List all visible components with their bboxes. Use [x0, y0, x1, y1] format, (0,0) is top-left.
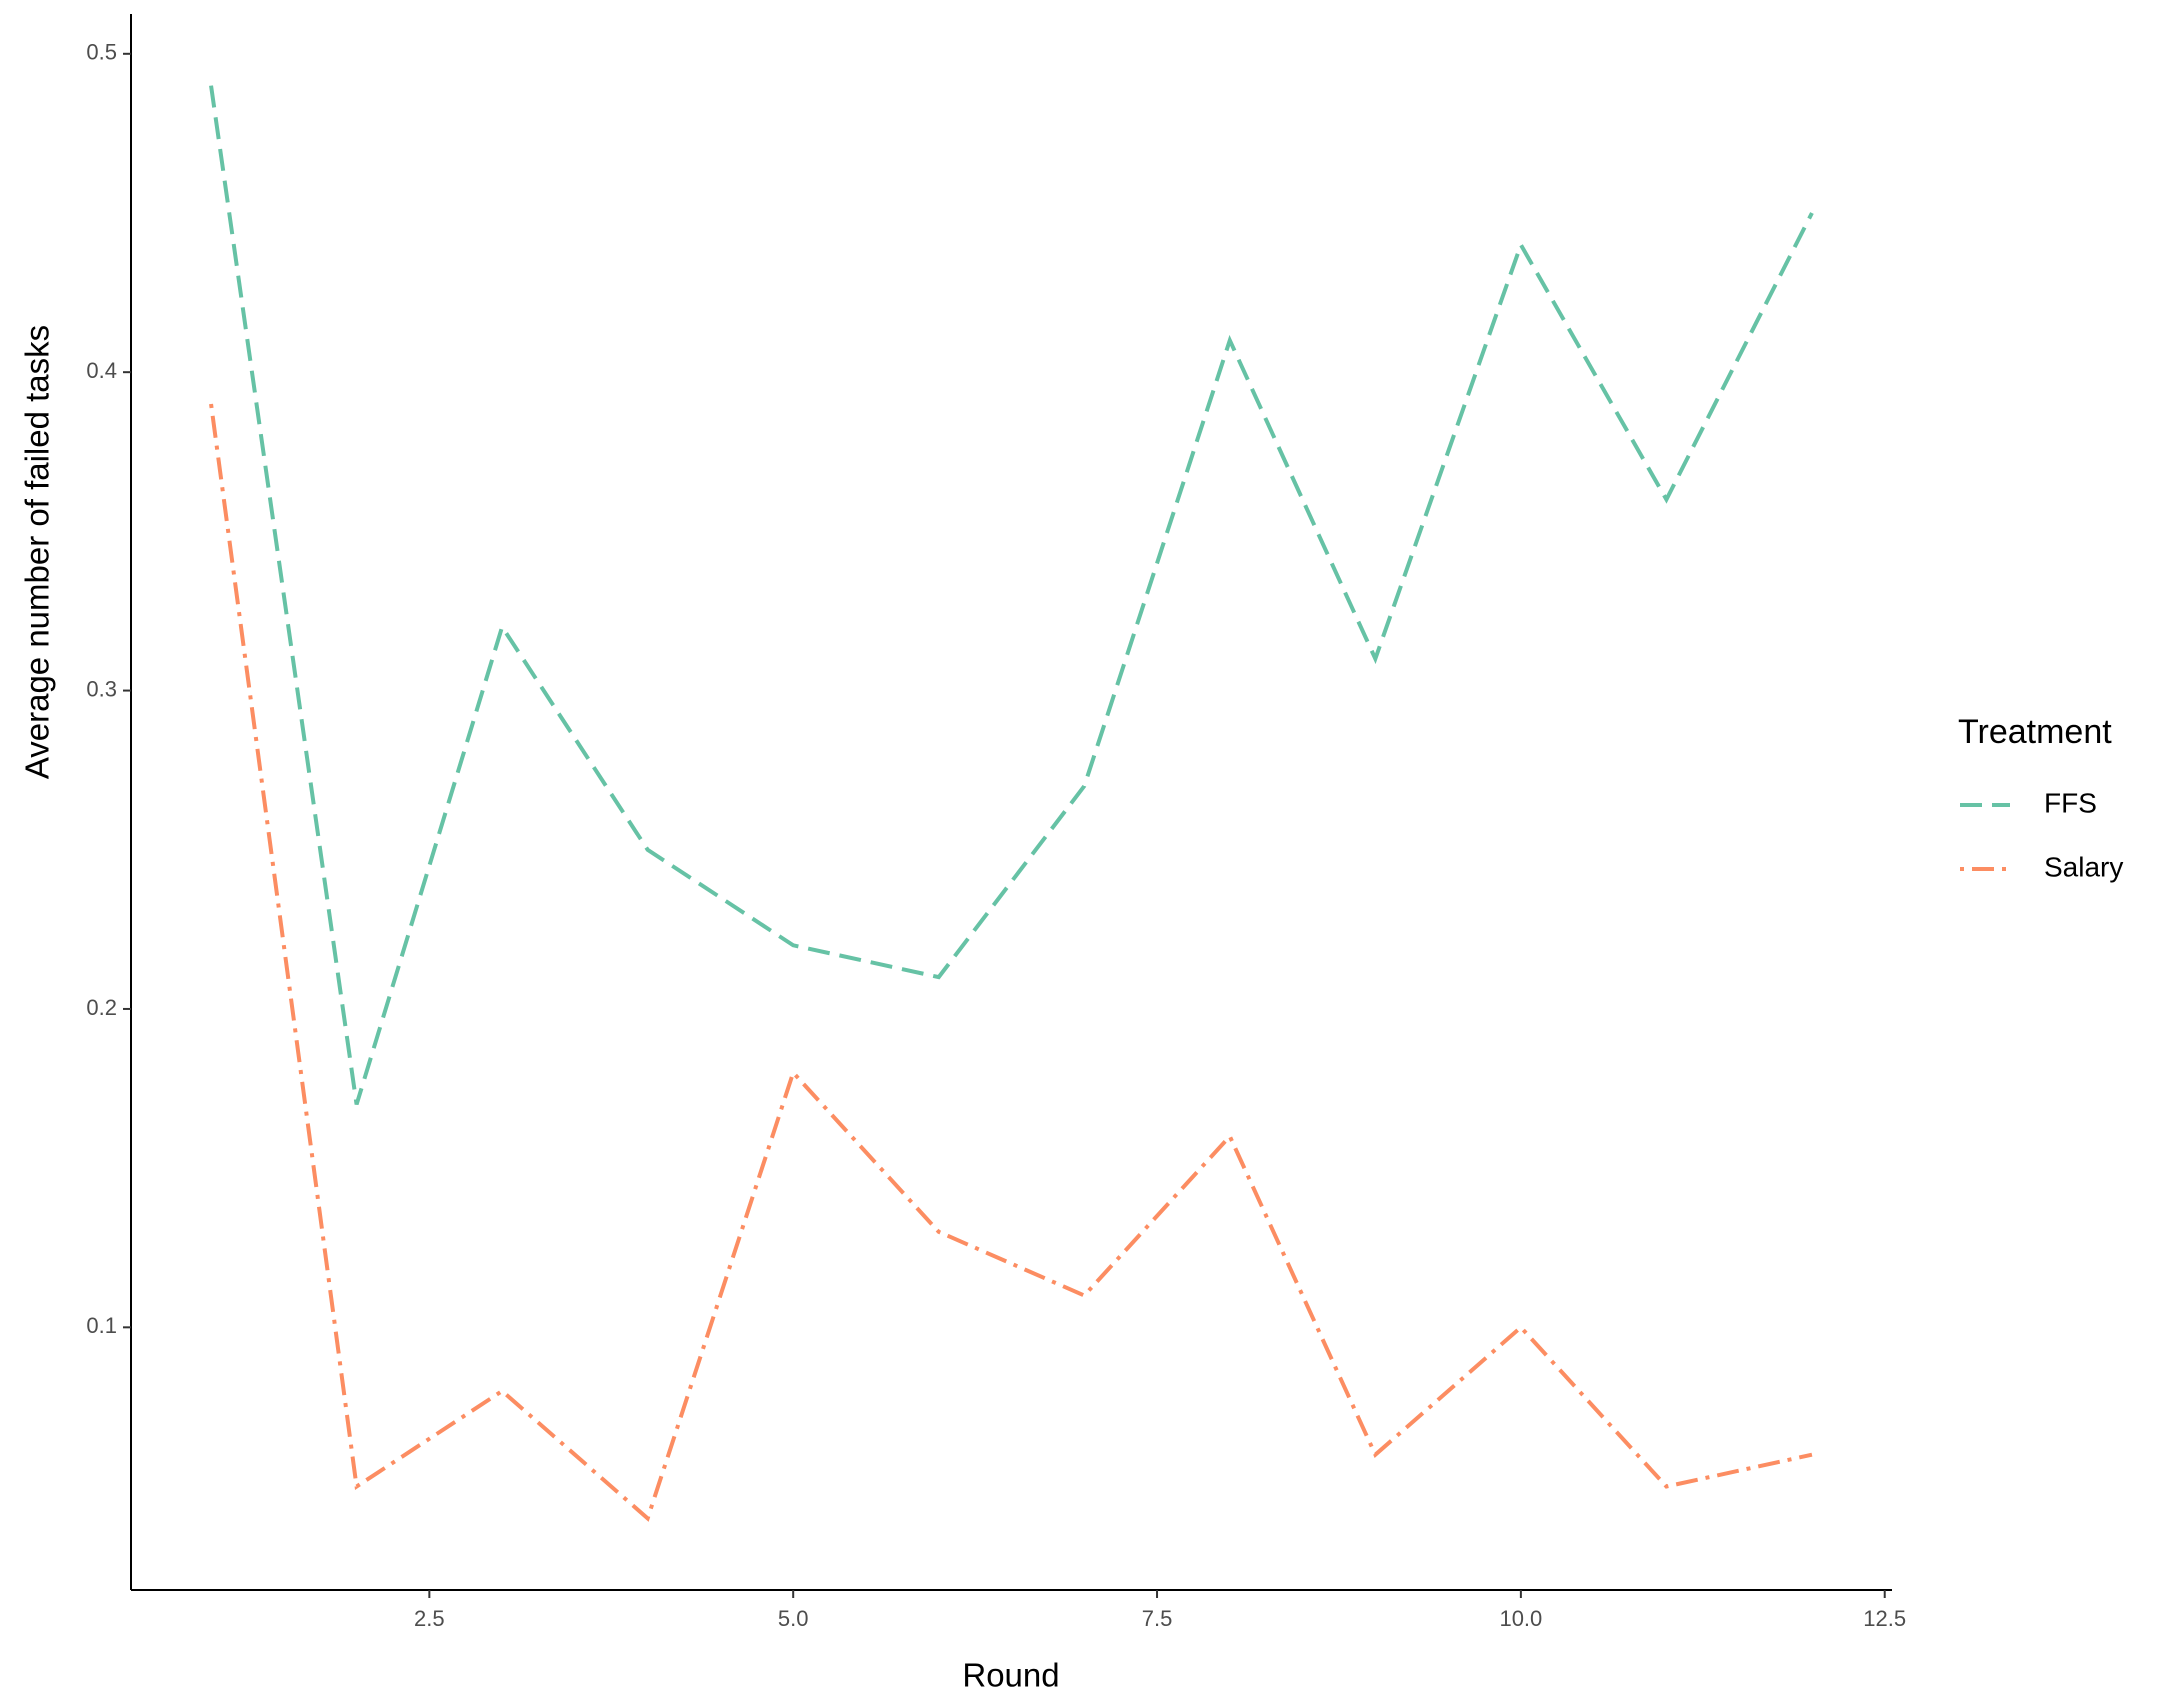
x-tick-label: 12.5 [1863, 1606, 1906, 1631]
legend-label: Salary [2044, 851, 2123, 882]
x-tick-label: 7.5 [1142, 1606, 1173, 1631]
legend-label: FFS [2044, 787, 2097, 818]
legend-title: Treatment [1958, 713, 2112, 751]
y-tick-label: 0.2 [86, 995, 117, 1020]
series-line [209, 403, 1813, 1522]
y-tick-label: 0.5 [86, 40, 117, 65]
x-axis-title: Round [962, 1657, 1059, 1694]
x-tick-label: 10.0 [1499, 1606, 1542, 1631]
x-tick-label: 2.5 [414, 1606, 445, 1631]
y-tick-label: 0.3 [86, 676, 117, 701]
y-tick-label: 0.4 [86, 358, 117, 383]
y-tick-label: 0.1 [86, 1313, 117, 1338]
y-axis-title: Average number of failed tasks [19, 325, 56, 779]
x-tick-label: 5.0 [778, 1606, 809, 1631]
series-line [209, 85, 1814, 1106]
